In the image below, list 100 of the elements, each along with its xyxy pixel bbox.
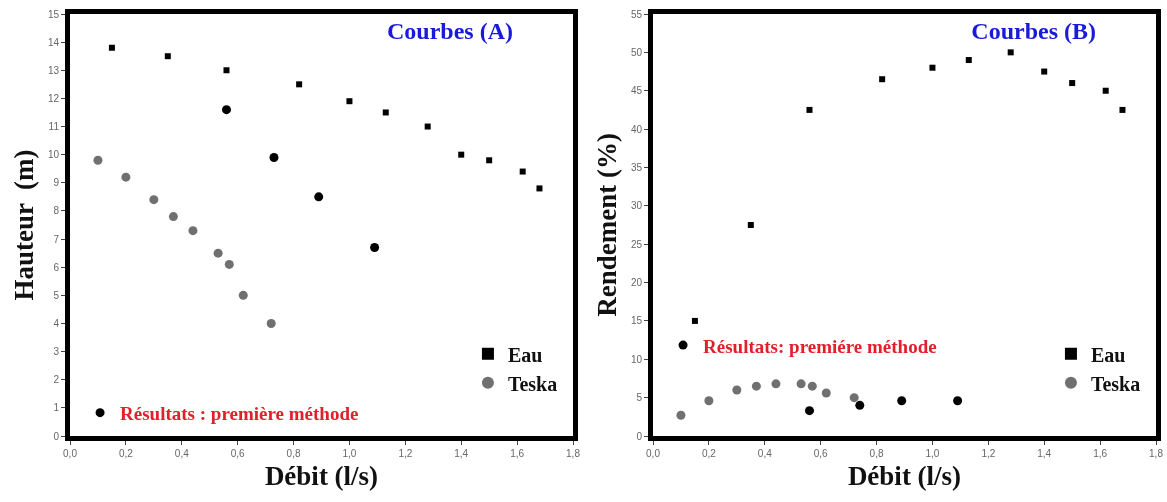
x-tick-label: 1,4 <box>454 448 469 459</box>
x-axis-title: Débit (l/s) <box>847 461 962 492</box>
y-tick-label: 2 <box>53 374 60 386</box>
y-tick-label: 0 <box>636 430 643 442</box>
point <box>223 67 230 74</box>
x-tick-label: 1,2 <box>981 448 996 459</box>
point <box>1119 106 1126 113</box>
x-tick-label: 1,6 <box>510 448 525 459</box>
point <box>296 81 303 88</box>
point <box>747 222 754 228</box>
y-tick-label: 20 <box>630 277 643 289</box>
y-tick-label: 5 <box>636 392 643 404</box>
point <box>929 64 936 71</box>
point <box>108 44 115 51</box>
point <box>855 400 865 410</box>
x-tick-label: 0,4 <box>757 448 773 459</box>
point <box>266 318 276 328</box>
point <box>676 410 686 420</box>
point <box>897 396 907 406</box>
point <box>536 185 543 192</box>
point <box>771 379 781 389</box>
x-tick-label: 1,2 <box>398 448 413 459</box>
point <box>346 98 353 105</box>
x-tick-label: 0,8 <box>286 448 301 459</box>
x-tick-label: 0,2 <box>701 448 717 459</box>
y-tick-label: 25 <box>630 238 643 250</box>
y-tick-label: 13 <box>47 64 60 76</box>
point <box>168 212 178 222</box>
point <box>807 381 817 391</box>
point <box>821 388 831 398</box>
y-tick-label: 15 <box>630 315 643 327</box>
y-tick-label: 45 <box>630 85 643 97</box>
point <box>796 379 806 389</box>
point <box>314 192 324 202</box>
y-tick-label: 10 <box>630 353 643 365</box>
point <box>370 243 380 253</box>
point <box>953 396 963 406</box>
point <box>879 76 886 83</box>
point <box>704 396 714 406</box>
point <box>238 290 248 300</box>
point <box>149 195 159 205</box>
point <box>691 317 698 324</box>
point <box>1041 68 1048 75</box>
x-tick-label: 1,6 <box>1093 448 1108 459</box>
y-tick-label: 0 <box>53 430 60 442</box>
point <box>382 109 389 116</box>
point <box>458 151 465 158</box>
point <box>164 53 171 60</box>
point <box>188 226 198 236</box>
y-axis-title: Rendement (%) <box>591 133 622 317</box>
legend-label: Eau <box>1090 343 1126 366</box>
y-tick-label: 14 <box>47 36 60 48</box>
y-tick-label: 9 <box>53 177 60 189</box>
point <box>849 393 859 403</box>
x-tick-label: 1,8 <box>566 448 581 459</box>
y-tick-label: 3 <box>53 346 60 358</box>
y-tick-label: 40 <box>630 123 643 135</box>
legend-label: Teska <box>1090 372 1141 395</box>
x-tick-label: 1,0 <box>342 448 357 459</box>
y-tick-label: 35 <box>630 161 643 173</box>
x-tick-label: 0,6 <box>230 448 246 459</box>
x-tick-label: 0,6 <box>813 448 829 459</box>
x-axis-title: Débit (l/s) <box>264 461 379 492</box>
point <box>965 57 972 64</box>
x-tick-label: 0,0 <box>63 448 78 459</box>
y-axis-title: Hauteur (m) <box>8 149 39 301</box>
y-tick-label: 12 <box>47 92 60 104</box>
x-tick-label: 1,8 <box>1149 448 1164 459</box>
x-tick-label: 1,0 <box>925 448 940 459</box>
legend-label: Teska <box>507 372 558 395</box>
point <box>224 259 234 269</box>
point <box>213 248 223 258</box>
x-tick-label: 0,2 <box>118 448 134 459</box>
y-tick-label: 8 <box>53 205 60 217</box>
point <box>804 406 814 416</box>
point <box>221 105 231 115</box>
point <box>1102 87 1109 94</box>
legend-label: Résultats: premiére méthode <box>703 335 937 357</box>
y-tick-label: 11 <box>48 121 60 133</box>
y-tick-label: 5 <box>53 289 60 301</box>
point <box>519 168 526 175</box>
point <box>1007 49 1014 56</box>
point <box>732 385 742 395</box>
y-tick-label: 55 <box>630 8 643 20</box>
point <box>751 381 761 391</box>
point <box>1069 80 1076 87</box>
x-tick-label: 0,4 <box>174 448 190 459</box>
x-tick-label: 1,4 <box>1037 448 1052 459</box>
y-tick-label: 1 <box>53 402 60 414</box>
point <box>93 155 103 165</box>
x-tick-label: 0,8 <box>869 448 884 459</box>
legend-label: Résultats : première méthode <box>120 403 359 425</box>
y-tick-label: 15 <box>47 8 60 20</box>
y-tick-label: 10 <box>47 149 60 161</box>
point <box>806 106 813 113</box>
x-tick-label: 0,0 <box>646 448 661 459</box>
point <box>424 123 431 130</box>
point <box>486 157 493 164</box>
y-tick-label: 50 <box>630 46 643 58</box>
point <box>121 172 131 182</box>
